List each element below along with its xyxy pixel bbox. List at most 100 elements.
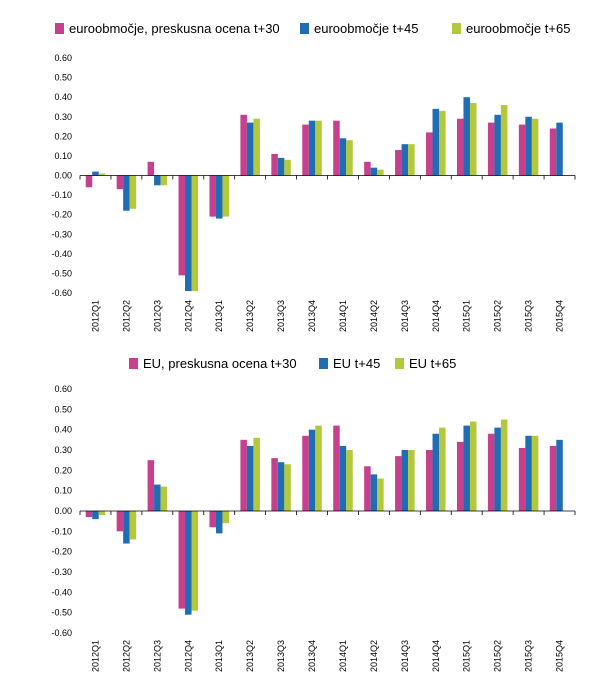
y-tick-label: 0.30 bbox=[54, 445, 72, 455]
bar bbox=[370, 167, 378, 176]
bar bbox=[215, 175, 223, 219]
x-tick-label: 2015Q2 bbox=[493, 300, 503, 332]
bar bbox=[191, 511, 199, 611]
x-tick-label: 2012Q4 bbox=[183, 640, 193, 672]
y-tick-label: 0.00 bbox=[54, 506, 72, 516]
x-tick-label: 2015Q1 bbox=[462, 640, 472, 672]
legend-swatch bbox=[300, 23, 309, 34]
x-tick-label: 2015Q3 bbox=[524, 640, 534, 672]
bar bbox=[253, 118, 260, 176]
y-tick-label: -0.50 bbox=[51, 268, 72, 278]
y-tick-label: 0.60 bbox=[54, 384, 72, 394]
x-tick-label: 2012Q2 bbox=[121, 300, 131, 332]
bar bbox=[129, 175, 137, 209]
bar bbox=[308, 429, 316, 511]
y-tick-label: 0.10 bbox=[54, 151, 72, 161]
bar bbox=[160, 175, 168, 186]
bar bbox=[426, 132, 433, 176]
bar bbox=[432, 108, 440, 176]
bar bbox=[315, 425, 322, 511]
bar bbox=[339, 138, 347, 176]
bar bbox=[308, 120, 316, 176]
bar bbox=[284, 464, 291, 511]
x-tick-label: 2013Q3 bbox=[276, 640, 286, 672]
bar bbox=[395, 150, 402, 176]
bar bbox=[116, 175, 124, 190]
bar bbox=[92, 171, 99, 176]
bar bbox=[240, 114, 247, 176]
x-tick-label: 2013Q1 bbox=[214, 640, 224, 672]
x-tick-label: 2013Q2 bbox=[245, 300, 255, 332]
bar bbox=[85, 175, 93, 188]
bar bbox=[116, 511, 124, 532]
bar bbox=[209, 511, 216, 528]
x-tick-label: 2013Q3 bbox=[276, 300, 286, 332]
y-tick-label: -0.20 bbox=[51, 210, 72, 220]
y-tick-label: -0.30 bbox=[51, 229, 72, 239]
bar bbox=[439, 427, 446, 511]
bar bbox=[364, 466, 371, 511]
y-tick-label: -0.10 bbox=[51, 190, 72, 200]
bar bbox=[463, 425, 470, 511]
x-tick-label: 2014Q2 bbox=[369, 300, 379, 332]
y-tick-label: -0.40 bbox=[51, 587, 72, 597]
y-tick-label: 0.00 bbox=[54, 171, 72, 181]
bar bbox=[487, 122, 495, 176]
bar bbox=[426, 450, 433, 511]
y-tick-label: -0.30 bbox=[51, 567, 72, 577]
bar bbox=[401, 144, 409, 176]
x-tick-label: 2012Q1 bbox=[90, 640, 100, 672]
x-tick-label: 2013Q4 bbox=[307, 300, 317, 332]
bar bbox=[215, 511, 223, 534]
bar bbox=[85, 511, 93, 518]
bar bbox=[123, 175, 130, 211]
bar bbox=[525, 116, 532, 176]
bar bbox=[531, 118, 539, 176]
bar bbox=[315, 120, 322, 176]
y-tick-label: -0.50 bbox=[51, 608, 72, 618]
bar bbox=[160, 486, 168, 511]
bar bbox=[469, 421, 477, 511]
bar bbox=[346, 140, 353, 176]
x-tick-label: 2012Q3 bbox=[152, 640, 162, 672]
bar bbox=[222, 511, 229, 524]
y-tick-label: 0.30 bbox=[54, 112, 72, 122]
bar bbox=[154, 484, 161, 511]
bar bbox=[98, 511, 106, 516]
legend-label: EU t+45 bbox=[333, 356, 380, 371]
bar bbox=[277, 462, 285, 511]
bar bbox=[494, 427, 501, 511]
bar bbox=[518, 447, 526, 511]
y-tick-label: 0.40 bbox=[54, 92, 72, 102]
bar bbox=[154, 175, 161, 186]
chart-euroarea: euroobmočje, preskusna ocena t+30 euroobm… bbox=[51, 21, 576, 332]
legend-swatch bbox=[319, 358, 328, 369]
y-tick-label: 0.10 bbox=[54, 486, 72, 496]
bar bbox=[439, 110, 446, 176]
y-tick-label: -0.60 bbox=[51, 288, 72, 298]
y-tick-label: -0.20 bbox=[51, 547, 72, 557]
bar bbox=[463, 97, 470, 176]
x-tick-label: 2014Q1 bbox=[338, 640, 348, 672]
x-tick-label: 2013Q2 bbox=[245, 640, 255, 672]
bar bbox=[377, 478, 384, 511]
bar bbox=[178, 511, 186, 609]
x-tick-label: 2013Q1 bbox=[214, 300, 224, 332]
bar bbox=[302, 124, 309, 176]
bar bbox=[556, 122, 563, 176]
bar bbox=[456, 118, 464, 176]
bar bbox=[147, 161, 155, 176]
bar bbox=[494, 114, 501, 176]
bar bbox=[549, 128, 557, 176]
bar bbox=[185, 511, 192, 615]
bar bbox=[191, 175, 199, 292]
bar bbox=[246, 445, 254, 511]
y-tick-label: 0.20 bbox=[54, 131, 72, 141]
bar bbox=[209, 175, 216, 217]
bar bbox=[222, 175, 229, 217]
bar bbox=[518, 124, 526, 176]
x-tick-label: 2014Q1 bbox=[338, 300, 348, 332]
bar bbox=[346, 450, 353, 511]
x-tick-label: 2014Q4 bbox=[431, 640, 441, 672]
x-tick-label: 2012Q4 bbox=[183, 300, 193, 332]
